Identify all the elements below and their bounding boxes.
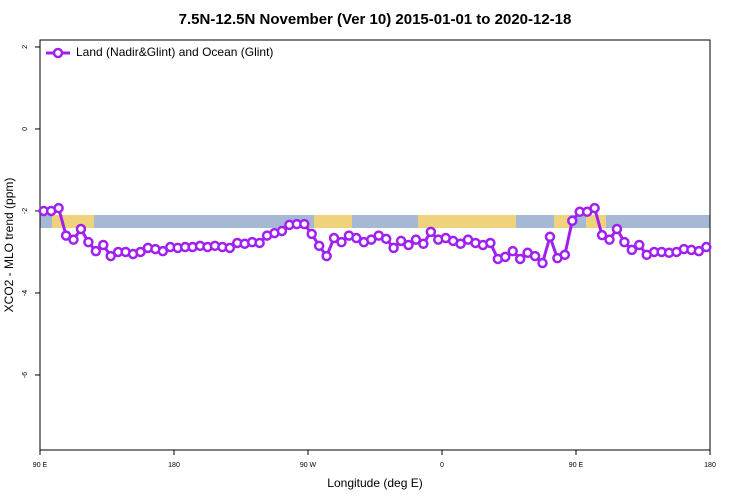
data-point [276, 225, 288, 237]
x-axis-label: Longitude (deg E) [327, 476, 422, 490]
land-patch [586, 215, 606, 228]
legend-label: Land (Nadir&Glint) and Ocean (Glint) [76, 45, 273, 59]
data-point [604, 234, 615, 245]
data-point [306, 228, 317, 240]
y-axis-label: XCO2 - MLO trend (ppm) [2, 178, 16, 313]
data-point [224, 242, 236, 254]
x-tick-label: 90 E [569, 462, 584, 469]
data-point [589, 202, 600, 214]
data-point [351, 232, 362, 244]
map-strip [40, 215, 710, 228]
y-tick-label: 2 [22, 45, 29, 49]
data-point [403, 239, 414, 251]
land-patch [418, 215, 516, 228]
data-point [83, 236, 94, 248]
data-point [596, 229, 608, 241]
data-point [418, 238, 429, 250]
y-tick-label: 0 [22, 127, 29, 131]
plot-frame [39, 39, 711, 451]
data-point [500, 251, 511, 263]
data-point [395, 235, 407, 247]
data-point [98, 239, 109, 251]
data-point [514, 253, 526, 265]
data-point [425, 226, 437, 238]
data-point [410, 234, 422, 245]
data-point [105, 250, 116, 262]
data-point [693, 245, 705, 257]
data-point [254, 237, 265, 249]
y-tick-label: -6 [22, 372, 29, 378]
x-tick-label: 180 [704, 462, 716, 469]
data-point [701, 241, 712, 253]
data-point [328, 232, 340, 244]
y-tick-label: -2 [22, 208, 29, 214]
data-point [299, 218, 310, 230]
data-point [68, 234, 79, 245]
data-point [634, 239, 645, 251]
data-point [619, 236, 630, 248]
data-point [507, 245, 518, 257]
data-point [366, 234, 377, 245]
data-point [321, 250, 332, 262]
data-point [60, 230, 72, 241]
data-point [611, 223, 623, 235]
data-point [544, 231, 556, 243]
land-patch [554, 215, 570, 228]
data-point [380, 233, 392, 245]
data-point [313, 240, 325, 252]
x-tick-label: 0 [440, 462, 444, 469]
land-patch [52, 215, 94, 228]
ocean-strip [40, 215, 710, 228]
data-point [388, 242, 399, 254]
x-tick-label: 90 W [300, 462, 317, 469]
y-tick-label: -4 [22, 290, 29, 296]
x-tick-label: 180 [168, 462, 180, 469]
data-point [336, 236, 347, 248]
data-point [537, 257, 548, 269]
data-point [559, 249, 571, 261]
data-point [567, 215, 578, 227]
data-point [529, 250, 541, 262]
data-point [53, 202, 64, 214]
data-point [626, 244, 638, 256]
data-point [90, 245, 102, 257]
data-point [485, 237, 496, 249]
legend-marker [52, 47, 64, 59]
land-patch [314, 215, 352, 228]
data-point [135, 246, 146, 258]
chart-title: 7.5N-12.5N November (Ver 10) 2015-01-01 … [179, 11, 572, 28]
data-point [75, 223, 87, 235]
data-point [455, 238, 466, 250]
x-tick-label: 90 E [33, 462, 48, 469]
data-point [157, 245, 169, 257]
